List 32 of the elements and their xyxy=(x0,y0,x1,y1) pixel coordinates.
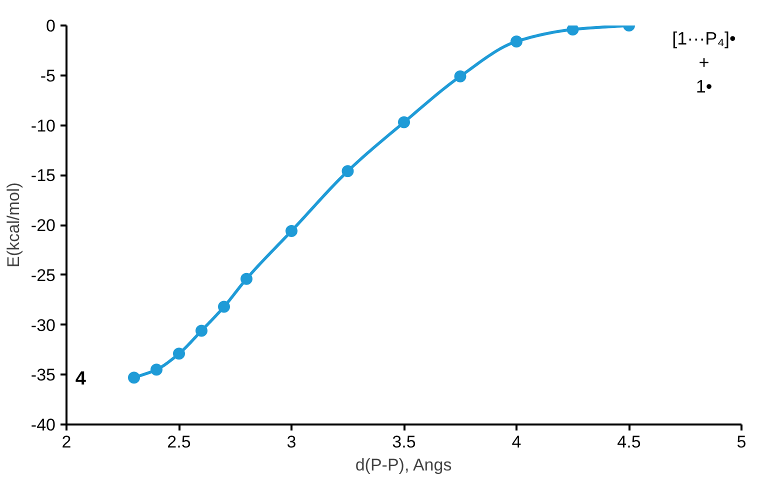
y-tick-label: -10 xyxy=(30,116,56,136)
annotation: 4 xyxy=(75,368,86,390)
point xyxy=(240,272,252,285)
x-tick-label: 3.5 xyxy=(392,432,416,452)
point xyxy=(510,35,522,48)
y-tick-label: -25 xyxy=(30,266,56,285)
y-tick-label: -40 xyxy=(30,416,56,434)
point xyxy=(286,224,298,237)
y-tick-label: -30 xyxy=(30,316,56,335)
x-tick-label: 2.5 xyxy=(167,432,191,452)
x-tick-label: 2 xyxy=(62,432,72,452)
point xyxy=(196,324,208,337)
y-axis-title: E(kcal/mol) xyxy=(4,182,23,268)
point xyxy=(454,70,466,82)
point xyxy=(398,116,410,128)
point xyxy=(218,300,230,313)
y-tick-label: -15 xyxy=(30,166,56,186)
point xyxy=(128,372,140,384)
x-tick-label: 5 xyxy=(736,432,746,452)
point xyxy=(566,26,579,36)
x-tick-label: 4 xyxy=(512,432,522,452)
point xyxy=(173,348,185,360)
point xyxy=(342,165,354,178)
y-tick-label: 0 xyxy=(46,16,56,36)
y-tick-label: -35 xyxy=(30,366,56,385)
annotation: [1···P₄]• + 1• xyxy=(672,28,736,96)
y-tick-label: -5 xyxy=(40,66,56,86)
x-tick-label: 4.5 xyxy=(617,432,641,452)
x-axis-title: d(P-P), Angs xyxy=(355,456,452,474)
x-tick-label: 3 xyxy=(286,432,296,452)
y-tick-label: -20 xyxy=(30,216,56,235)
point xyxy=(150,364,162,376)
